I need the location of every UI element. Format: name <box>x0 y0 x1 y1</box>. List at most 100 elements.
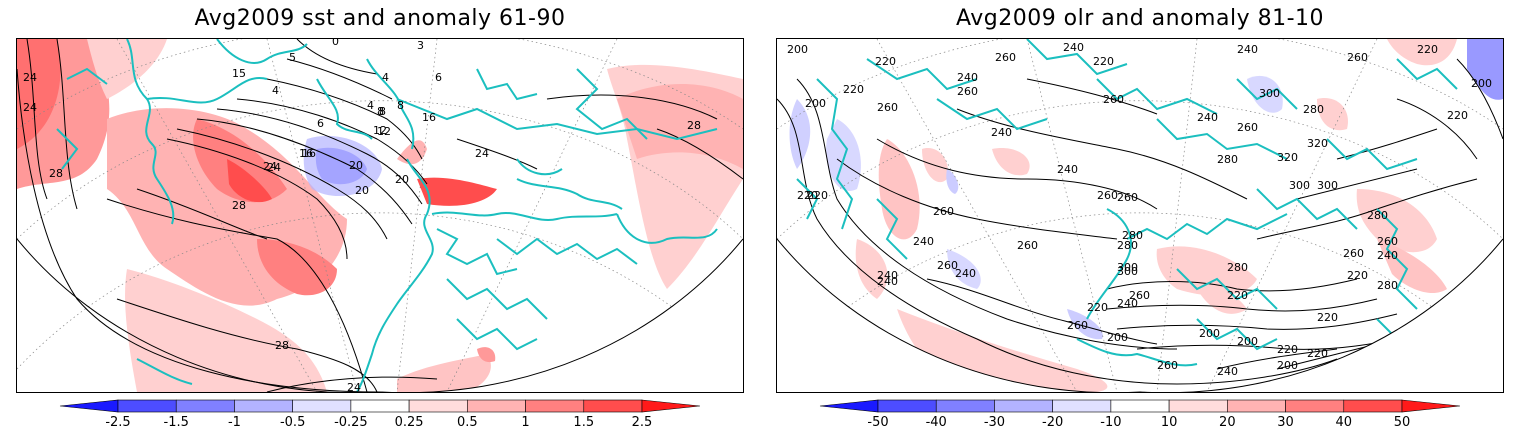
panel-title: Avg2009 olr and anomaly 81-10 <box>955 6 1325 31</box>
contour-label: 16 <box>302 147 316 160</box>
anomaly-shade <box>947 249 981 289</box>
contour-label: 24 <box>267 161 281 174</box>
olr-map: 200 220 260 200 240 260 220 240 260 220 … <box>776 38 1504 393</box>
contour-label: 200 <box>805 97 826 110</box>
contour-label: 0 <box>332 39 339 48</box>
contour-label: 240 <box>1197 111 1218 124</box>
colorbar-tick-label: 40 <box>1336 415 1353 430</box>
contour-label: 240 <box>957 71 978 84</box>
contour-label: 260 <box>937 259 958 272</box>
colorbar-swatch <box>1227 399 1286 413</box>
contour-label: 8 <box>379 105 386 118</box>
colorbar-swatch <box>935 399 995 413</box>
colorbar-tick-label: -2.5 <box>105 415 130 430</box>
contour-label: 240 <box>913 235 934 248</box>
anomaly-shade <box>1377 239 1447 294</box>
colorbar-tick-label: 50 <box>1394 415 1411 430</box>
contour-label: 3 <box>417 39 424 52</box>
colorbar-swatch <box>1110 399 1170 413</box>
contour-label: 220 <box>843 83 864 96</box>
contour-label: 260 <box>1157 359 1178 372</box>
contour-label: 220 <box>1277 343 1298 356</box>
contour-label: 220 <box>1087 301 1108 314</box>
contour-label: 220 <box>1447 109 1468 122</box>
contour-label: 12 <box>377 125 391 138</box>
contour-label: 220 <box>797 189 818 202</box>
contour-label: 24 <box>23 71 37 84</box>
anomaly-shade <box>826 119 861 191</box>
anomaly-shade <box>193 119 287 203</box>
colorbar-tick-label: 10 <box>1161 415 1178 430</box>
anomaly-shade <box>878 139 920 240</box>
contour-label: 8 <box>397 99 404 112</box>
contour-label: 260 <box>1343 247 1364 260</box>
anomaly-shade <box>417 177 497 206</box>
contour-label: 24 <box>263 160 277 173</box>
contour-label: 6 <box>435 71 442 84</box>
anomaly-shade <box>1387 39 1457 66</box>
anomaly-shade <box>1156 246 1257 296</box>
contour-label: 220 <box>1417 43 1438 56</box>
colorbar-tick-label: 2.5 <box>632 415 653 430</box>
contour-label: 220 <box>1317 311 1338 324</box>
colorbar-swatch <box>583 399 643 413</box>
contour-label: 300 <box>1317 179 1338 192</box>
colorbar-swatch <box>525 399 585 413</box>
contour-label: 4 <box>367 99 374 112</box>
contour-label: 300 <box>1117 265 1138 278</box>
contour-label: 240 <box>1237 43 1258 56</box>
anomaly-shade <box>855 239 888 299</box>
contour-label: 16 <box>422 111 436 124</box>
colorbar-swatch <box>994 399 1053 413</box>
contour-label: 200 <box>1107 331 1128 344</box>
contour-label: 220 <box>1227 289 1248 302</box>
contour-label: 5 <box>289 51 296 64</box>
contour-label: 260 <box>1377 235 1398 248</box>
contour-label: 240 <box>877 269 898 282</box>
contour-label: 200 <box>1277 359 1298 372</box>
colorbar-swatch <box>234 399 293 413</box>
contour-label: 28 <box>49 167 63 180</box>
contour-label: 260 <box>1097 189 1118 202</box>
sst-map-svg: 24 28 28 28 28 24 24 20 16 12 8 4 15 5 4… <box>17 39 743 392</box>
colorbar-tick-label: -0.5 <box>280 415 305 430</box>
anomaly-shade <box>257 239 337 296</box>
anomaly-shade <box>303 135 382 197</box>
colorbar-arrow-low <box>59 399 119 413</box>
colorbar-swatch <box>877 399 937 413</box>
contour-label: 8 <box>377 105 384 118</box>
contour-label: 15 <box>232 67 246 80</box>
contour-label: 24 <box>347 381 361 392</box>
colorbar-tick-label: -30 <box>984 415 1005 430</box>
contour-label: 28 <box>687 119 701 132</box>
colorbar-swatch <box>408 399 468 413</box>
contour-label: 260 <box>1347 51 1368 64</box>
contour-label: 200 <box>1237 335 1258 348</box>
contour-label: 240 <box>1063 41 1084 54</box>
contour-label: 28 <box>232 199 246 212</box>
contour-label: 260 <box>1103 93 1124 106</box>
colorbar-swatch <box>175 399 235 413</box>
contour-label: 20 <box>349 159 363 172</box>
contour-label: 240 <box>1217 365 1238 378</box>
anomaly-shade <box>227 159 272 203</box>
contour-label: 240 <box>877 275 898 288</box>
colorbar-swatch <box>350 399 410 413</box>
contour-label: 220 <box>875 55 896 68</box>
colorbar-tick-label: 20 <box>1219 415 1236 430</box>
anomaly-shade <box>617 84 743 169</box>
colorbar-tick-label: -0.25 <box>334 415 368 430</box>
colorbar-swatch <box>467 399 526 413</box>
contour-label: 260 <box>877 101 898 114</box>
contour-label: 260 <box>957 85 978 98</box>
contour-label: 4 <box>382 71 389 84</box>
contour-label: 300 <box>1259 87 1280 100</box>
sst-panel: Avg2009 sst and anomaly 61-90 <box>16 6 744 430</box>
contour-label: 20 <box>355 184 369 197</box>
sst-map: 24 28 28 28 28 24 24 20 16 12 8 4 15 5 4… <box>16 38 744 393</box>
coastlines <box>56 39 718 392</box>
anomaly-shade <box>17 39 61 149</box>
olr-panel: Avg2009 olr and anomaly 81-10 <box>760 0 1520 430</box>
contour-label: 320 <box>1307 137 1328 150</box>
colorbar-swatch <box>292 399 352 413</box>
